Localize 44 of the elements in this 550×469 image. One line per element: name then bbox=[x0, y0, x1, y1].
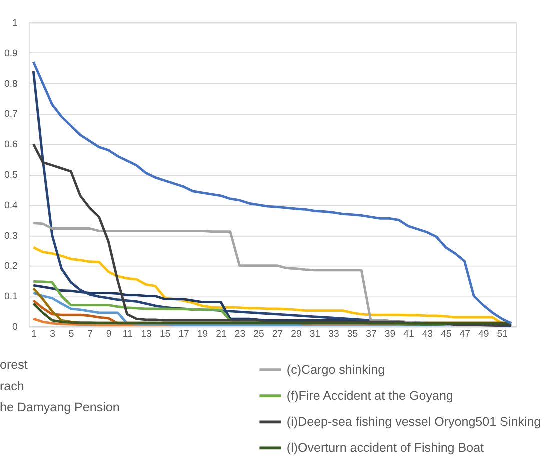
x-tick-label: 41 bbox=[404, 328, 414, 340]
x-tick-label: 47 bbox=[460, 328, 471, 340]
x-tick-label: 49 bbox=[478, 328, 490, 340]
legend-label: (c)Cargo shinking bbox=[286, 362, 386, 377]
x-tick-label: 7 bbox=[88, 328, 94, 340]
y-tick-label: 1 bbox=[12, 18, 18, 30]
text: rach bbox=[0, 379, 24, 394]
x-tick-label: 13 bbox=[141, 328, 152, 340]
x-tick-label: 37 bbox=[366, 328, 377, 340]
x-tick-label: 1 bbox=[31, 328, 37, 340]
y-tick-label: 0.3 bbox=[4, 230, 18, 242]
x-tick-label: 31 bbox=[310, 328, 321, 340]
x-tick-label: 17 bbox=[178, 328, 190, 340]
y-tick-label: 0 bbox=[12, 322, 18, 334]
x-tick-label: 19 bbox=[197, 328, 208, 340]
y-tick-label: 0.7 bbox=[4, 109, 18, 120]
legend-label: (i)Deep-sea fishing vessel Oryong501 Sinking bbox=[286, 415, 542, 430]
x-tick-label: 33 bbox=[328, 328, 340, 340]
y-tick-label: 0.5 bbox=[4, 170, 18, 182]
x-tick-label: 39 bbox=[384, 328, 396, 340]
legend-label: (l)Overturn accident of Fishing Boat bbox=[286, 441, 485, 456]
x-tick-label: 5 bbox=[68, 328, 74, 340]
x-tick-label: 21 bbox=[216, 328, 227, 340]
x-tick-label: 25 bbox=[254, 328, 264, 340]
x-tick-label: 27 bbox=[272, 328, 284, 340]
x-tick-label: 29 bbox=[291, 328, 302, 340]
x-tick-label: 35 bbox=[347, 328, 358, 340]
x-tick-label: 11 bbox=[122, 328, 133, 340]
x-tick-label: 51 bbox=[497, 328, 508, 340]
y-tick-label: 0.9 bbox=[4, 48, 18, 60]
y-tick-label: 0.1 bbox=[4, 292, 18, 303]
x-tick-label: 3 bbox=[50, 328, 56, 340]
x-tick-label: 15 bbox=[160, 328, 171, 340]
text: he Damyang Pension bbox=[0, 400, 120, 415]
y-tick-label: 0.6 bbox=[4, 140, 18, 151]
text: orest bbox=[0, 358, 28, 372]
y-tick-label: 0.8 bbox=[4, 78, 18, 90]
x-tick-label: 43 bbox=[422, 328, 434, 340]
y-tick-label: 0.2 bbox=[4, 261, 18, 272]
legend-label: (f)Fire Accident at the Goyang bbox=[286, 388, 454, 403]
x-tick-label: 45 bbox=[441, 328, 452, 340]
y-tick-label: 0.4 bbox=[4, 200, 18, 212]
x-tick-label: 23 bbox=[234, 328, 246, 340]
x-tick-label: 9 bbox=[106, 328, 112, 340]
